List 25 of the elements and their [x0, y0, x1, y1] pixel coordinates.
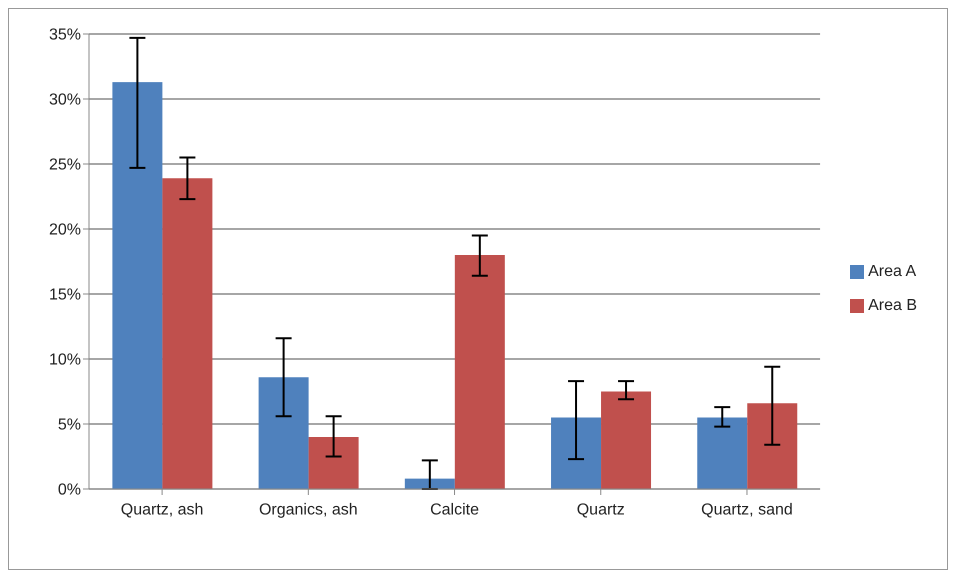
x-tick-label: Calcite [430, 501, 480, 518]
bar [747, 403, 798, 489]
legend-label: Area A [868, 263, 916, 280]
y-tick-label: 15% [48, 286, 81, 304]
x-tick-label: Quartz, sand [701, 501, 793, 518]
y-tick-label: 10% [48, 352, 81, 369]
y-tick-label: 25% [48, 156, 81, 174]
y-tick-label: 30% [48, 92, 81, 109]
y-tick-label: 20% [48, 222, 81, 239]
y-tick-label: 35% [48, 26, 81, 44]
x-tick-label: Quartz [576, 501, 625, 518]
bar [112, 82, 162, 489]
legend-label: Area B [868, 297, 917, 314]
y-tick-label: 0% [58, 482, 81, 499]
bar [258, 377, 309, 489]
bar [308, 437, 359, 489]
x-tick-label: Organics, ash [258, 501, 358, 518]
bar [404, 478, 455, 489]
x-tick-label: Quartz, ash [120, 501, 204, 518]
bar [601, 392, 652, 489]
y-tick-label: 5% [58, 416, 81, 434]
bar [697, 418, 748, 489]
bar [551, 418, 602, 489]
bar [454, 255, 505, 489]
bar [162, 178, 212, 489]
